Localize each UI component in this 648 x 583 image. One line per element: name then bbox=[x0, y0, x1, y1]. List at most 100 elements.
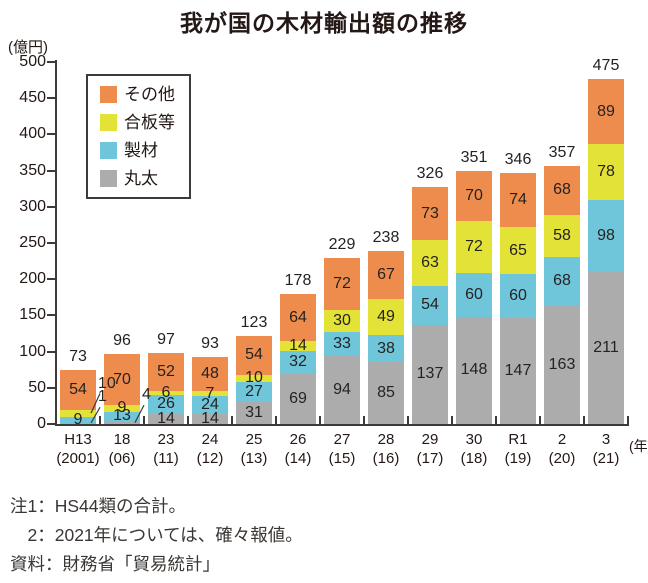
bar-segment-丸太 bbox=[192, 413, 228, 424]
x-tick-label-era: 29 bbox=[421, 431, 439, 448]
segment-value-label: 52 bbox=[157, 362, 175, 380]
segment-value-label: 137 bbox=[416, 365, 444, 383]
y-axis-tick bbox=[47, 97, 55, 100]
x-axis-line bbox=[55, 424, 629, 426]
x-tick-label-west: (12) bbox=[196, 450, 224, 467]
x-tick-label-era: 26 bbox=[289, 431, 307, 448]
y-axis-unit-label: (億円) bbox=[8, 39, 48, 56]
chart-legend: その他 合板等 製材 丸太 bbox=[86, 74, 191, 199]
bar-total-label: 229 bbox=[328, 236, 356, 254]
x-axis-tick bbox=[275, 416, 277, 424]
bar-segment-丸太 bbox=[588, 271, 624, 424]
bar-segment-その他 bbox=[192, 356, 228, 392]
segment-value-label: 94 bbox=[333, 380, 351, 398]
x-tick-label-era: 2 bbox=[557, 431, 567, 448]
bar-segment-その他 bbox=[148, 353, 184, 391]
y-tick-label: 400 bbox=[19, 125, 46, 143]
bar-segment-合板等 bbox=[280, 340, 316, 351]
y-axis-tick bbox=[47, 205, 55, 208]
x-tick-label-era: 18 bbox=[113, 431, 131, 448]
segment-value-label: 72 bbox=[465, 238, 483, 256]
bar-segment-製材 bbox=[236, 382, 272, 402]
x-tick-label-era: 3 bbox=[601, 431, 611, 448]
y-tick-label: 100 bbox=[19, 342, 46, 360]
legend-label: その他 bbox=[124, 85, 175, 104]
y-tick-label: 50 bbox=[28, 378, 46, 396]
segment-value-label: 13 bbox=[113, 407, 131, 425]
bar-segment-製材 bbox=[412, 285, 448, 325]
legend-swatch bbox=[100, 114, 117, 131]
bar-segment-丸太 bbox=[280, 374, 316, 424]
y-tick-label: 300 bbox=[19, 197, 46, 215]
bar-segment-丸太 bbox=[60, 423, 96, 425]
segment-value-label: 211 bbox=[593, 338, 619, 356]
x-axis-tick bbox=[231, 416, 233, 424]
legend-item-3: 製材 bbox=[100, 141, 175, 160]
segment-value-label: 58 bbox=[553, 226, 571, 244]
bar-total-label: 351 bbox=[460, 148, 488, 166]
bar-segment-その他 bbox=[280, 294, 316, 341]
bar-segment-合板等 bbox=[324, 310, 360, 333]
bar-segment-その他 bbox=[104, 354, 140, 406]
segment-value-label-outside: 4 bbox=[142, 386, 151, 404]
x-tick-label-west: (18) bbox=[460, 450, 488, 467]
segment-value-label: 64 bbox=[289, 308, 307, 326]
segment-value-label-outside: 1 bbox=[98, 388, 107, 406]
bar-segment-合板等 bbox=[236, 374, 272, 382]
bar-total-label: 475 bbox=[592, 57, 620, 75]
segment-value-label: 14 bbox=[289, 336, 307, 354]
x-tick-label-west: (17) bbox=[416, 450, 444, 467]
segment-value-label: 147 bbox=[504, 361, 532, 379]
x-axis-tick bbox=[99, 416, 101, 424]
segment-value-label: 65 bbox=[509, 241, 527, 259]
bar-total-label: 326 bbox=[416, 165, 444, 183]
segment-value-label: 98 bbox=[597, 226, 615, 244]
y-axis-tick bbox=[47, 314, 55, 317]
legend-swatch bbox=[100, 86, 117, 103]
x-tick-label-west: (20) bbox=[548, 450, 576, 467]
segment-value-label: 38 bbox=[377, 339, 395, 357]
bar-segment-丸太 bbox=[368, 362, 404, 424]
segment-value-label: 26 bbox=[157, 395, 175, 413]
x-tick-label-west: (06) bbox=[108, 450, 136, 467]
x-tick-label-west: (11) bbox=[153, 450, 179, 467]
chart-notes: 注1：HS44類の合計。 2：2021年については、確々報値。 資料：財務省「貿… bbox=[10, 492, 303, 579]
segment-value-label: 70 bbox=[465, 186, 483, 204]
x-axis-tick bbox=[319, 416, 321, 424]
bar-segment-合板等 bbox=[104, 405, 140, 412]
x-axis-tick bbox=[407, 416, 409, 424]
segment-value-label-outside: 10 bbox=[98, 374, 116, 392]
segment-value-label: 148 bbox=[460, 361, 488, 379]
segment-value-label: 48 bbox=[201, 365, 219, 383]
segment-value-label: 72 bbox=[333, 275, 351, 293]
bar-total-label: 346 bbox=[504, 151, 532, 169]
bar-total-label: 93 bbox=[201, 334, 219, 352]
bar-segment-合板等 bbox=[588, 143, 624, 201]
segment-value-label: 49 bbox=[377, 308, 395, 326]
segment-value-label: 163 bbox=[548, 355, 576, 373]
bar-segment-その他 bbox=[324, 258, 360, 311]
segment-value-label: 33 bbox=[333, 334, 351, 352]
y-tick-label: 250 bbox=[19, 234, 46, 251]
bar-segment-その他 bbox=[236, 335, 272, 375]
legend-swatch bbox=[100, 142, 117, 159]
bar-segment-製材 bbox=[148, 395, 184, 414]
bar-total-label: 357 bbox=[548, 143, 576, 161]
bar-segment-丸太 bbox=[544, 305, 580, 424]
y-tick-label: 0 bbox=[37, 415, 46, 432]
legend-label: 合板等 bbox=[124, 113, 175, 132]
bar-segment-合板等 bbox=[544, 214, 580, 257]
bar-segment-丸太 bbox=[412, 324, 448, 424]
bar-segment-製材 bbox=[192, 396, 228, 414]
x-axis-tick bbox=[363, 416, 365, 424]
bar-segment-丸太 bbox=[500, 317, 536, 424]
legend-swatch bbox=[100, 170, 117, 187]
bar-total-label: 73 bbox=[69, 348, 87, 366]
segment-value-label: 68 bbox=[553, 181, 571, 199]
x-tick-label-era: 28 bbox=[377, 431, 395, 448]
bar-segment-製材 bbox=[324, 332, 360, 356]
segment-value-label: 32 bbox=[289, 353, 307, 371]
legend-label: 製材 bbox=[124, 141, 158, 160]
segment-value-label: 60 bbox=[509, 286, 527, 304]
